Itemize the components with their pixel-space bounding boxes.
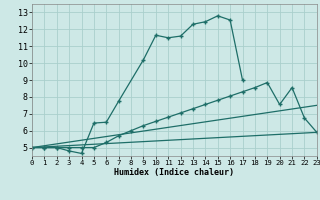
- X-axis label: Humidex (Indice chaleur): Humidex (Indice chaleur): [115, 168, 234, 177]
